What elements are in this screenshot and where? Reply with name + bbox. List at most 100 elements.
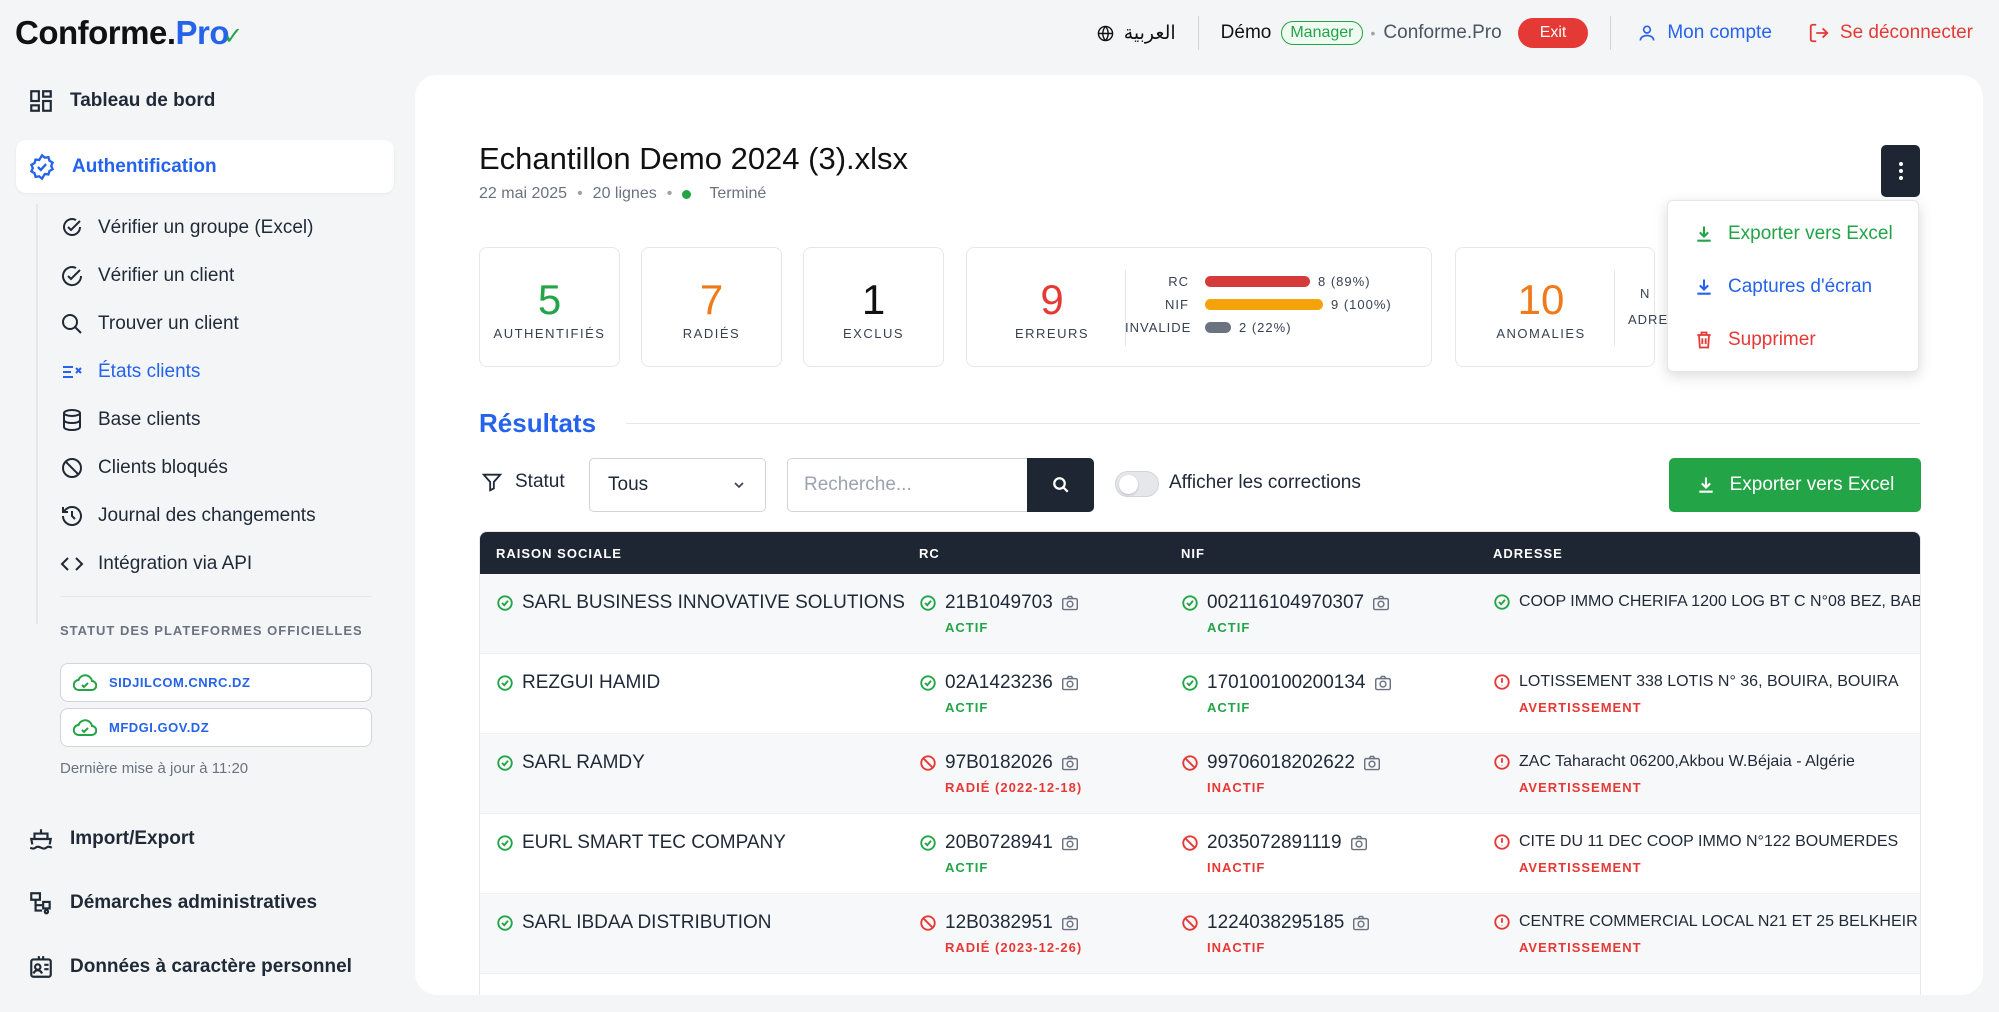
list-check-icon: [63, 366, 82, 378]
camera-icon[interactable]: [1352, 915, 1370, 931]
subnav-change-log[interactable]: Journal des changements: [60, 504, 316, 528]
ban-icon: [920, 755, 936, 771]
check-circle-icon: [1494, 594, 1510, 610]
account-link[interactable]: Mon compte: [1637, 22, 1772, 44]
results-table: RAISON SOCIALE RC NIF ADRESSE SARL BUSIN…: [479, 531, 1921, 995]
stat-radies[interactable]: 7 RADIÉS: [641, 247, 782, 367]
nif-status: ACTIF: [1207, 620, 1251, 635]
address-cell: ZAC Taharacht 06200,Akbou W.Béjaia - Alg…: [1493, 753, 1855, 771]
address-status: AVERTISSEMENT: [1519, 860, 1642, 875]
table-row[interactable]: REZGUI HAMID 02A1423236 ACTIF 1701001002001…: [480, 654, 1920, 734]
dashboard-icon: [30, 90, 52, 112]
subnav-verify-client[interactable]: Vérifier un client: [60, 264, 234, 288]
alert-circle-icon: [1494, 914, 1510, 930]
camera-icon[interactable]: [1061, 675, 1079, 691]
kebab-icon: [1898, 162, 1903, 180]
subnav-find-client[interactable]: Trouver un client: [60, 312, 239, 336]
search-input[interactable]: [787, 458, 1027, 512]
subnav-client-states[interactable]: États clients: [60, 360, 200, 384]
exit-button[interactable]: Exit: [1517, 18, 1589, 48]
rc-status: ACTIF: [945, 700, 989, 715]
table-header: RAISON SOCIALE RC NIF ADRESSE: [480, 532, 1920, 574]
check-circle-icon: [1182, 595, 1198, 611]
alert-circle-icon: [1494, 754, 1510, 770]
camera-icon[interactable]: [1372, 595, 1390, 611]
cloud-check-icon: [73, 673, 97, 691]
nif-cell: 170100100200134: [1181, 672, 1392, 694]
error-bar: [1205, 276, 1310, 287]
table-row[interactable]: EURL SMART TEC COMPANY 20B0728941 ACTIF 203…: [480, 814, 1920, 894]
nav-authentication[interactable]: Authentification: [16, 140, 394, 193]
show-corrections-toggle[interactable]: [1115, 471, 1159, 497]
subnav-client-base[interactable]: Base clients: [60, 408, 200, 432]
camera-icon[interactable]: [1061, 915, 1079, 931]
file-date: 22 mai 2025: [479, 185, 568, 202]
logout-link[interactable]: Se déconnecter: [1808, 22, 1973, 44]
subnav-verify-group[interactable]: Vérifier un groupe (Excel): [60, 216, 313, 240]
globe-icon: [1097, 25, 1114, 41]
subnav-api-integration[interactable]: Intégration via API: [60, 552, 252, 576]
nav-admin-procedures[interactable]: Démarches administratives: [28, 890, 317, 916]
col-header[interactable]: ADRESSE: [1493, 546, 1563, 561]
more-options-button[interactable]: [1881, 145, 1920, 197]
subnav-blocked-clients[interactable]: Clients bloqués: [60, 456, 228, 480]
divider: [1610, 16, 1612, 50]
app-logo[interactable]: Conforme.Pro✓: [15, 14, 243, 51]
menu-export-excel[interactable]: Exporter vers Excel: [1694, 223, 1893, 245]
col-header[interactable]: RC: [919, 546, 940, 561]
camera-icon[interactable]: [1363, 755, 1381, 771]
error-bar: [1205, 299, 1323, 310]
search-button[interactable]: [1027, 458, 1094, 512]
export-excel-button[interactable]: Exporter vers Excel: [1669, 458, 1921, 512]
status-select[interactable]: Tous: [589, 458, 766, 512]
user-icon: [1639, 25, 1655, 41]
camera-icon[interactable]: [1061, 755, 1079, 771]
ban-icon: [1182, 755, 1198, 771]
check-group-icon: [63, 218, 82, 236]
address-status: AVERTISSEMENT: [1519, 940, 1642, 955]
nif-cell: 99706018202622: [1181, 752, 1381, 774]
platform-mfdgi[interactable]: MFDGI.GOV.DZ: [60, 708, 372, 747]
check-circle-icon: [920, 595, 936, 611]
camera-icon[interactable]: [1350, 835, 1368, 851]
stat-authenticated[interactable]: 5 AUTHENTIFIÉS: [479, 247, 620, 367]
alert-circle-icon: [1494, 674, 1510, 690]
code-icon: [60, 557, 84, 571]
table-row[interactable]: SARL IBDAA DISTRIBUTION 12B0382951 RADIÉ (…: [480, 894, 1920, 974]
filter-icon: [481, 473, 503, 492]
col-header[interactable]: RAISON SOCIALE: [496, 546, 622, 561]
nav-import-export[interactable]: Import/Export: [28, 826, 195, 852]
verified-badge-icon: [29, 153, 55, 180]
rc-status: ACTIF: [945, 620, 989, 635]
download-icon: [1697, 226, 1711, 242]
rc-cell: 02A1423236: [919, 672, 1079, 694]
nif-status: INACTIF: [1207, 860, 1266, 875]
address-cell: CITE DU 11 DEC COOP IMMO N°122 BOUMERDES: [1493, 833, 1898, 851]
menu-screenshots[interactable]: Captures d'écran: [1694, 276, 1872, 298]
stat-errors[interactable]: 9 ERREURS RC 8 (89%) NIF 9 (100%) INVALIDE 2 …: [966, 247, 1432, 367]
camera-icon[interactable]: [1374, 675, 1392, 691]
menu-delete[interactable]: Supprimer: [1694, 329, 1816, 351]
table-row[interactable]: SARL RAMDY 97B0182026 RADIÉ (2022-12-18) 99…: [480, 734, 1920, 814]
file-lines: 20 lignes: [592, 185, 657, 202]
nav-dashboard[interactable]: Tableau de bord: [28, 88, 215, 114]
stat-anomalies[interactable]: 10 ANOMALIES N ADRE: [1455, 247, 1667, 367]
platform-sidjilcom[interactable]: SIDJILCOM.CNRC.DZ: [60, 663, 372, 702]
logout-icon: [1809, 23, 1829, 43]
language-switch[interactable]: العربية: [1097, 16, 1199, 50]
col-header[interactable]: NIF: [1181, 546, 1205, 561]
error-bar-value: 2 (22%): [1239, 320, 1292, 335]
results-divider: [626, 423, 1920, 424]
nav-personal-data[interactable]: Données à caractère personnel: [28, 954, 352, 980]
table-row[interactable]: SARL BUSINESS INNOVATIVE SOLUTIONS 21B104…: [480, 574, 1920, 654]
check-circle-icon: [497, 915, 513, 931]
top-right-actions: العربية Démo Manager • Conforme.Pro Exit…: [1097, 14, 1973, 52]
error-bar-row: INVALIDE 2 (22%): [1125, 316, 1415, 339]
check-circle-icon: [920, 835, 936, 851]
results-title: Résultats: [479, 408, 597, 438]
camera-icon[interactable]: [1061, 595, 1079, 611]
sidebar-divider: [60, 596, 372, 597]
camera-icon[interactable]: [1061, 835, 1079, 851]
user-info: Démo Manager: [1199, 21, 1363, 45]
stat-excluded[interactable]: 1 EXCLUS: [803, 247, 944, 367]
